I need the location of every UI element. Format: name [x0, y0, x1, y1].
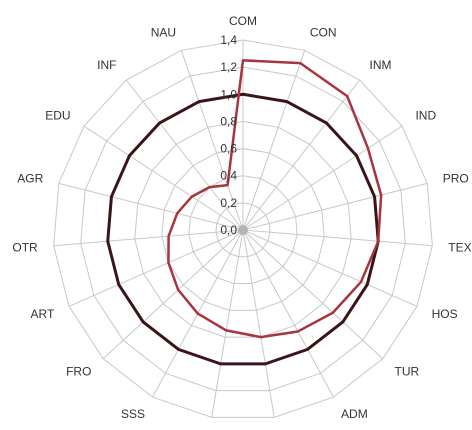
tick-label: 0,4: [220, 169, 237, 183]
spoke-inf: [125, 79, 244, 231]
spoke-tex: [242, 229, 433, 247]
category-label-ind: IND: [415, 109, 436, 123]
tick-label: 0,2: [220, 196, 237, 210]
category-label-inm: INM: [370, 58, 392, 72]
series-line-1: [106, 92, 380, 366]
spoke-pro: [242, 182, 428, 231]
grid-ring: [161, 148, 325, 311]
spoke-con: [242, 50, 306, 231]
spoke-ind: [242, 125, 403, 231]
spoke-nau: [180, 50, 244, 231]
category-label-agr: AGR: [17, 172, 43, 186]
category-label-hos: HOS: [432, 307, 458, 321]
tick-label: 1,4: [220, 33, 237, 47]
category-labels: COMCONINMINDPROTEXHOSTURADMNTITRASSSFROA…: [12, 14, 471, 430]
spoke-inm: [242, 79, 361, 231]
category-label-adm: ADM: [341, 407, 368, 421]
category-label-edu: EDU: [45, 109, 70, 123]
category-label-inf: INF: [97, 58, 116, 72]
spoke-edu: [83, 125, 244, 231]
category-label-com: COM: [229, 14, 257, 28]
category-label-pro: PRO: [443, 172, 469, 186]
tick-label: 0,0: [220, 223, 237, 237]
spoke-tur: [242, 229, 384, 360]
grid-ring: [215, 202, 271, 258]
grid-ring: [188, 175, 298, 285]
tick-label: 1,2: [220, 60, 237, 74]
spoke-fro: [102, 229, 244, 360]
category-label-fro: FRO: [66, 365, 91, 379]
category-label-sss: SSS: [121, 407, 145, 421]
radial-tick-labels: 0,0 0,2 0,4 0,6 0,8 1,0 1,2 1,4: [220, 33, 237, 237]
category-label-art: ART: [31, 307, 55, 321]
grid-ring: [80, 66, 406, 392]
category-label-tur: TUR: [395, 365, 420, 379]
series-line-2: [167, 59, 383, 339]
spoke-hos: [242, 229, 418, 307]
spoke-adm: [242, 229, 334, 398]
tick-label: 0,8: [220, 114, 237, 128]
spoke-nti: [242, 229, 275, 418]
grid-ring: [134, 120, 352, 338]
tick-label: 1,0: [220, 87, 237, 101]
tick-label: 0,6: [220, 142, 237, 156]
category-label-tex: TEX: [448, 240, 471, 254]
center-hub: [238, 225, 248, 235]
radar-series-group: [106, 59, 383, 366]
spoke-agr: [58, 182, 244, 231]
category-label-nau: NAU: [151, 25, 176, 39]
spoke-otr: [53, 229, 244, 247]
radar-spokes: [53, 40, 433, 418]
category-label-otr: OTR: [12, 240, 38, 254]
grid-ring: [53, 39, 433, 418]
spoke-tra: [211, 229, 244, 418]
spoke-art: [68, 229, 244, 307]
category-label-con: CON: [310, 25, 337, 39]
